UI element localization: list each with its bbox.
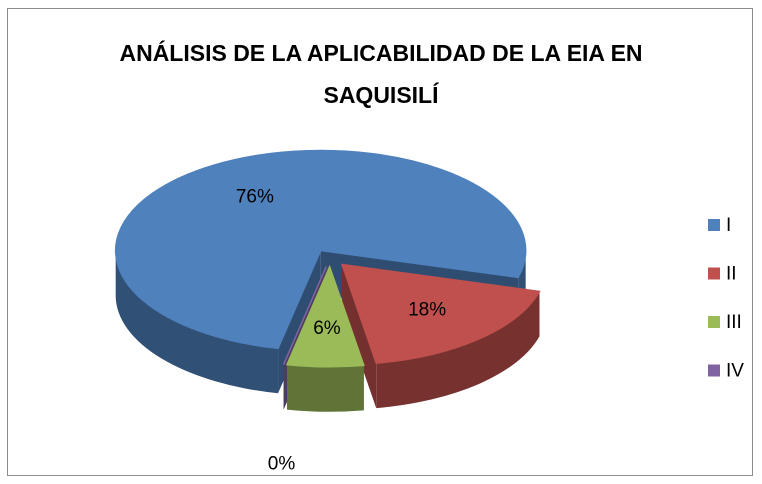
legend-swatch xyxy=(708,219,720,231)
slice xyxy=(282,266,327,365)
slice-side xyxy=(115,250,279,394)
slice xyxy=(114,149,527,350)
legend-label: I xyxy=(726,215,731,236)
data-label: 18% xyxy=(408,300,446,321)
slice-wall xyxy=(342,264,377,409)
chart-title: ANÁLISIS DE LA APLICABILIDAD DE LA EIA E… xyxy=(119,40,643,108)
slice-side xyxy=(376,291,540,409)
legend-swatch xyxy=(708,316,720,328)
data-label: 76% xyxy=(236,186,274,207)
legend-label: IV xyxy=(726,361,744,382)
slice-tops xyxy=(114,149,541,368)
slice xyxy=(285,264,365,368)
slice-side xyxy=(287,364,364,412)
legend-swatch xyxy=(708,267,720,280)
data-label: 6% xyxy=(313,318,341,339)
slice xyxy=(340,263,541,364)
legend-label: III xyxy=(726,312,742,333)
legend-swatch xyxy=(708,364,720,377)
data-label: 0% xyxy=(268,453,296,474)
legend-label: II xyxy=(726,264,737,285)
